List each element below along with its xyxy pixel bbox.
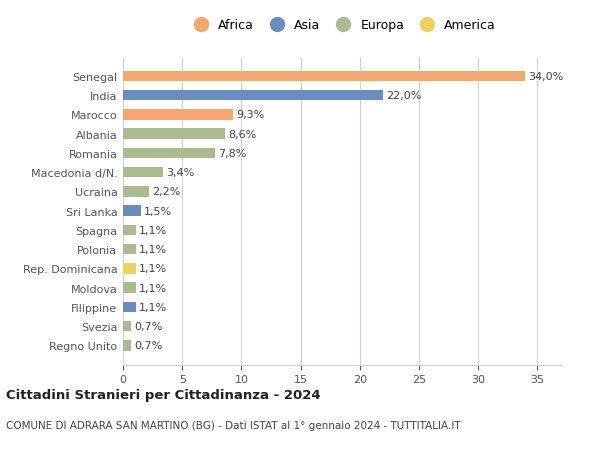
Text: 1,1%: 1,1% [139, 264, 167, 274]
Text: Cittadini Stranieri per Cittadinanza - 2024: Cittadini Stranieri per Cittadinanza - 2… [6, 388, 320, 401]
Text: 2,2%: 2,2% [152, 187, 181, 197]
Text: 22,0%: 22,0% [386, 91, 422, 101]
Text: 9,3%: 9,3% [236, 110, 265, 120]
Text: 34,0%: 34,0% [529, 72, 563, 82]
Text: 0,7%: 0,7% [134, 341, 163, 351]
Bar [123, 148, 215, 159]
Text: 0,7%: 0,7% [134, 321, 163, 331]
Text: 1,1%: 1,1% [139, 302, 167, 312]
Bar [123, 168, 163, 178]
Text: 8,6%: 8,6% [228, 129, 256, 139]
Bar [123, 321, 131, 332]
Bar [123, 71, 526, 82]
Text: 1,1%: 1,1% [139, 225, 167, 235]
Bar [123, 129, 225, 140]
Bar [123, 90, 383, 101]
Bar [123, 283, 136, 293]
Bar [123, 244, 136, 255]
Bar [123, 341, 131, 351]
Text: 1,1%: 1,1% [139, 245, 167, 255]
Text: 1,1%: 1,1% [139, 283, 167, 293]
Bar [123, 187, 149, 197]
Text: 1,5%: 1,5% [144, 206, 172, 216]
Bar [123, 263, 136, 274]
Text: 3,4%: 3,4% [166, 168, 194, 178]
Legend: Africa, Asia, Europa, America: Africa, Asia, Europa, America [183, 14, 501, 37]
Bar [123, 206, 141, 217]
Text: 7,8%: 7,8% [218, 149, 247, 158]
Bar [123, 110, 233, 120]
Text: COMUNE DI ADRARA SAN MARTINO (BG) - Dati ISTAT al 1° gennaio 2024 - TUTTITALIA.I: COMUNE DI ADRARA SAN MARTINO (BG) - Dati… [6, 420, 461, 430]
Bar [123, 225, 136, 235]
Bar [123, 302, 136, 313]
